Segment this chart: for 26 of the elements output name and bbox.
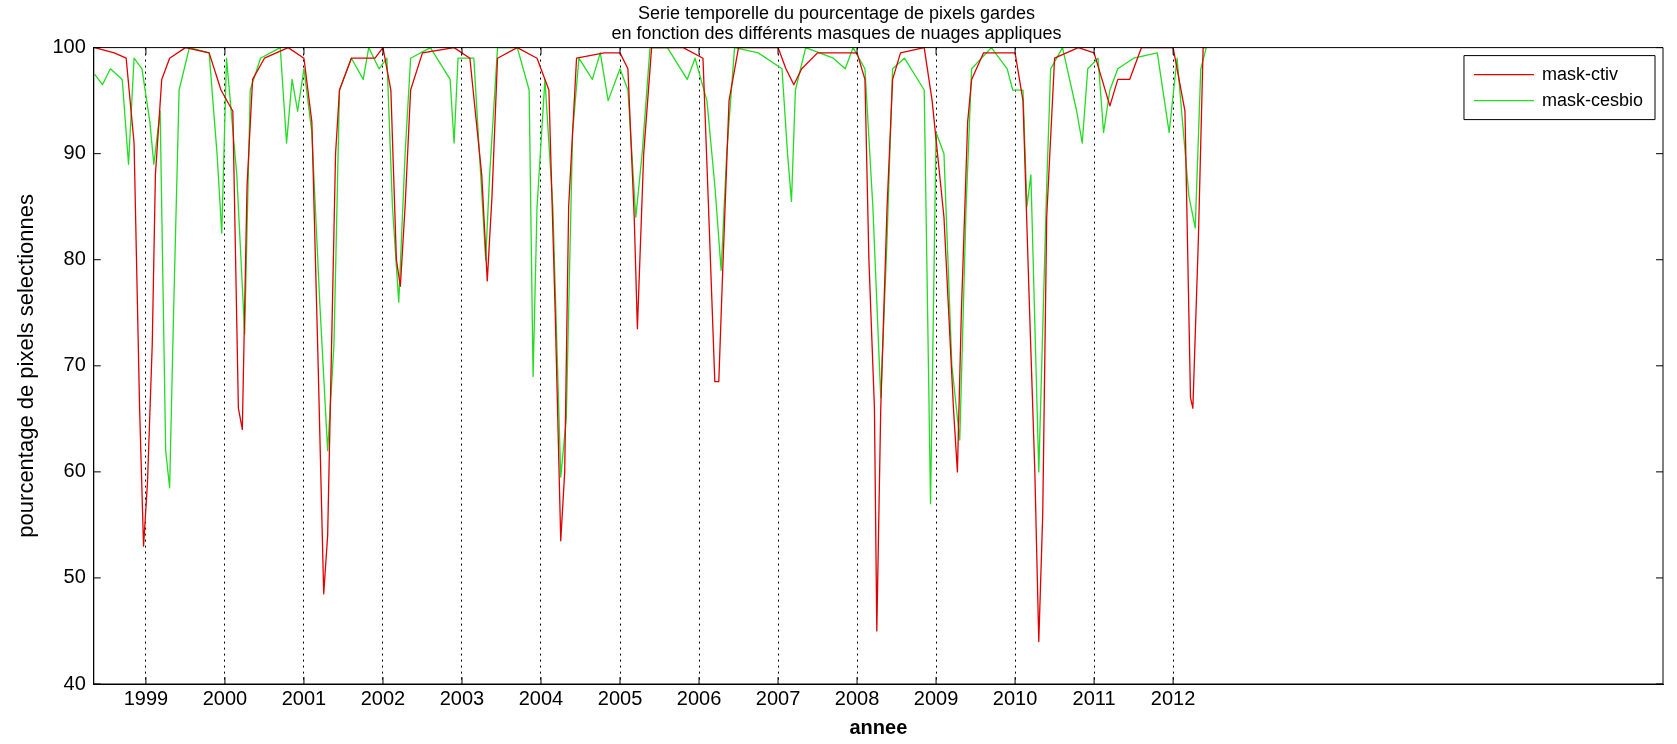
x-tick-label: 2011 [1072,686,1116,709]
x-tick-label: 2003 [439,686,485,709]
x-tick-label: 2008 [834,686,880,709]
legend-label: mask-cesbio [1541,89,1643,110]
y-tick-label: 40 [63,671,86,694]
x-tick-label: 2010 [992,686,1038,709]
y-tick-label: 70 [63,353,86,376]
x-tick-label: 2009 [913,686,959,709]
x-tick-label: 2007 [755,686,801,709]
x-tick-label: 2001 [281,686,327,709]
x-tick-label: 1999 [123,686,169,709]
x-tick-label: 2002 [360,686,406,709]
y-tick-label: 50 [63,565,86,588]
x-tick-label: 2012 [1150,686,1196,709]
x-axis-title: annee [849,715,908,738]
legend-label: mask-ctiv [1541,63,1618,84]
x-tick-label: 2006 [676,686,722,709]
x-tick-label: 2005 [597,686,643,709]
y-tick-label: 100 [52,35,86,58]
y-tick-label: 80 [63,247,86,270]
y-axis-title: pourcentage de pixels selectionnes [13,193,39,538]
x-tick-label: 2000 [202,686,248,709]
y-tick-label: 60 [63,459,86,482]
x-tick-label: 2004 [518,686,564,709]
y-tick-label: 90 [63,141,86,164]
chart-title: Serie temporelle du pourcentage de pixels gardes en fonction des différents masques de nuages appliques [611,2,1062,43]
